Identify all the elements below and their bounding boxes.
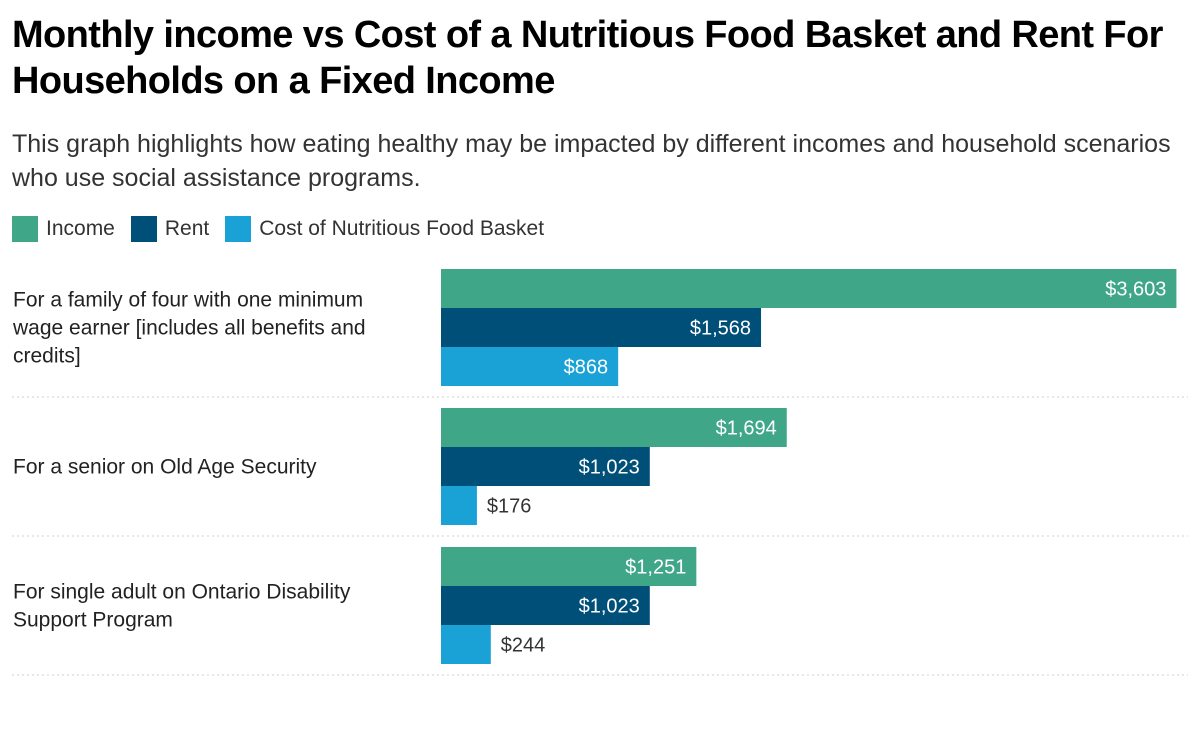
category-label: For single adult on Ontario Disability Su…	[13, 581, 351, 632]
bar-rent	[441, 447, 650, 486]
data-label: $3,603	[1105, 279, 1166, 301]
data-label: $1,251	[625, 557, 686, 579]
bar-income	[441, 408, 787, 447]
legend-swatch-rent	[130, 216, 157, 242]
bar-rent	[441, 586, 650, 625]
data-label: $244	[501, 635, 546, 657]
data-label: $1,023	[579, 457, 640, 479]
bar-rent	[441, 308, 762, 347]
bar-cost-of-nutritious-food-basket	[441, 347, 619, 386]
data-label: $176	[487, 496, 532, 518]
bar-chart: For a family of four with one minimum wag…	[12, 269, 1188, 676]
bar-cost-of-nutritious-food-basket	[441, 625, 491, 664]
bar-cost-of-nutritious-food-basket	[441, 486, 477, 525]
category-label: For a senior on Old Age Security	[13, 456, 317, 479]
data-label: $1,023	[579, 596, 640, 618]
legend-label-rent: Rent	[164, 217, 210, 240]
bar-income	[441, 547, 697, 586]
legend-item-rent: Rent	[130, 216, 210, 242]
data-label: $868	[564, 357, 609, 379]
legend-item-food-basket: Cost of Nutritious Food Basket	[225, 216, 544, 242]
chart-title: Monthly income vs Cost of a Nutritious F…	[12, 14, 1163, 102]
category-label: For a family of four with one minimum wag…	[12, 289, 366, 368]
chart-legend: Income Rent Cost of Nutritious Food Bask…	[12, 215, 560, 243]
legend-label-food-basket: Cost of Nutritious Food Basket	[259, 217, 545, 240]
chart-subtitle: This graph highlights how eating healthy…	[12, 130, 1171, 192]
legend-label-income: Income	[46, 217, 115, 240]
legend-item-income: Income	[12, 216, 115, 242]
legend-swatch-food-basket	[225, 216, 252, 242]
data-label: $1,694	[716, 418, 777, 440]
legend-swatch-income	[12, 216, 38, 242]
bar-income	[441, 269, 1177, 308]
data-label: $1,568	[690, 318, 751, 340]
